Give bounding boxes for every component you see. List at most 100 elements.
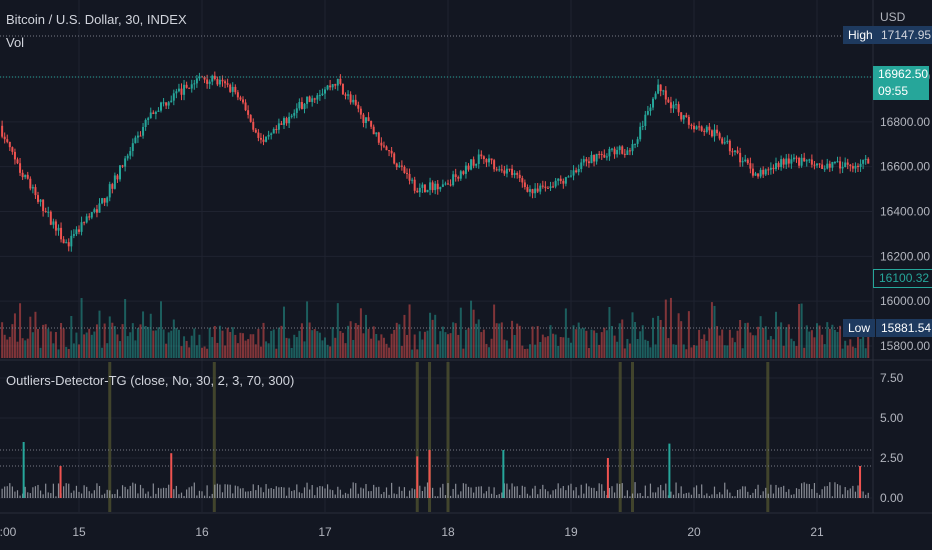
candle-body xyxy=(859,163,862,167)
candle-body xyxy=(352,99,355,103)
volume-bar xyxy=(90,334,93,358)
osc-bar xyxy=(104,493,106,498)
volume-label[interactable]: Vol xyxy=(6,35,25,50)
osc-bar xyxy=(685,493,687,498)
candle-body xyxy=(508,168,511,170)
osc-bar xyxy=(693,487,695,498)
osc-bar xyxy=(665,483,667,498)
candle-body xyxy=(201,76,203,78)
low-value: 15881.54 xyxy=(876,319,932,337)
volume-bar xyxy=(685,349,688,358)
volume-bar xyxy=(329,346,332,358)
volume-bar xyxy=(677,313,680,358)
outlier-band xyxy=(618,362,622,512)
volume-bar xyxy=(713,305,716,358)
volume-bar xyxy=(644,339,647,358)
volume-bar xyxy=(718,335,721,358)
osc-bar xyxy=(460,491,462,498)
osc-bar xyxy=(75,485,78,498)
osc-bar xyxy=(252,484,254,498)
osc-bar xyxy=(806,483,808,498)
volume-bar xyxy=(700,339,703,358)
volume-bar xyxy=(267,343,270,358)
candle-body xyxy=(862,159,865,164)
osc-bar xyxy=(73,490,75,498)
osc-bar xyxy=(296,484,298,498)
volume-bar xyxy=(129,332,132,358)
volume-bar xyxy=(741,348,744,358)
volume-bar xyxy=(585,330,588,358)
time-axis[interactable]: :00 15 16 17 18 19 20 21 xyxy=(0,525,824,539)
price-tick-label: 16600.00 xyxy=(880,160,930,174)
candle-body xyxy=(754,173,757,176)
volume-bar xyxy=(521,345,524,358)
volume-bar xyxy=(226,327,229,358)
candle-body xyxy=(726,140,729,143)
osc-bar xyxy=(736,489,739,498)
osc-bar xyxy=(744,486,746,498)
volume-bar xyxy=(480,332,483,358)
candle-body xyxy=(152,112,155,114)
osc-bar xyxy=(68,483,70,498)
volume-bar xyxy=(413,334,416,358)
volume-bar xyxy=(723,345,726,358)
candle-body xyxy=(644,114,647,126)
volume-bar xyxy=(83,334,86,358)
oscillator-axis[interactable]: 7.50 5.00 2.50 0.00 xyxy=(880,371,904,505)
candle-body xyxy=(49,211,52,225)
candle-body xyxy=(605,156,608,158)
candle-body xyxy=(613,148,616,155)
volume-bar xyxy=(326,344,329,358)
candle-body xyxy=(782,159,785,165)
osc-bar xyxy=(757,484,759,498)
volume-bar xyxy=(859,338,862,358)
volume-bar xyxy=(795,345,798,358)
osc-bar xyxy=(475,486,477,498)
osc-bar xyxy=(34,486,37,498)
osc-bar xyxy=(601,484,603,498)
candle-body xyxy=(798,157,801,166)
volume-bar xyxy=(352,339,355,358)
volume-bar xyxy=(529,344,531,358)
osc-bar xyxy=(790,494,792,498)
low-label: Low xyxy=(843,319,876,337)
candle-body xyxy=(526,187,529,192)
osc-bar xyxy=(603,490,605,498)
osc-bar xyxy=(268,488,270,498)
volume-bar xyxy=(60,322,63,358)
candle-body xyxy=(552,186,555,188)
volume-bar xyxy=(554,334,557,358)
candle-body xyxy=(621,146,624,154)
price-axis[interactable]: 17000.0016800.0016600.0016400.0016200.00… xyxy=(880,70,930,353)
symbol-title[interactable]: Bitcoin / U.S. Dollar, 30, INDEX xyxy=(6,12,187,27)
osc-bar xyxy=(793,494,795,498)
volume-bar xyxy=(636,338,639,358)
price-tick-label: 15800.00 xyxy=(880,339,930,353)
osc-bar xyxy=(583,493,585,498)
volume-bar xyxy=(377,340,380,358)
outlier-band xyxy=(108,362,112,512)
osc-spike xyxy=(668,443,671,498)
volume-bar xyxy=(423,331,426,358)
candle-body xyxy=(252,121,255,130)
volume-bar xyxy=(416,349,419,358)
osc-bar xyxy=(534,485,536,498)
candle-body xyxy=(652,98,654,108)
volume-bar xyxy=(221,330,224,358)
candle-body xyxy=(634,143,637,145)
candle-body xyxy=(595,153,598,162)
volume-bar xyxy=(334,337,337,358)
candle-body xyxy=(72,234,75,236)
volume-bar xyxy=(808,331,811,358)
candle-body xyxy=(721,138,724,144)
volume-bar xyxy=(539,342,542,358)
osc-bar xyxy=(544,489,546,498)
indicator-label[interactable]: Outliers-Detector-TG (close, No, 30, 2, … xyxy=(6,373,295,388)
candle-body xyxy=(347,94,350,96)
candle-body xyxy=(265,136,268,142)
volume-bar xyxy=(211,337,214,358)
osc-bar xyxy=(232,493,234,498)
osc-bar xyxy=(419,485,421,498)
candle-body xyxy=(639,126,642,140)
